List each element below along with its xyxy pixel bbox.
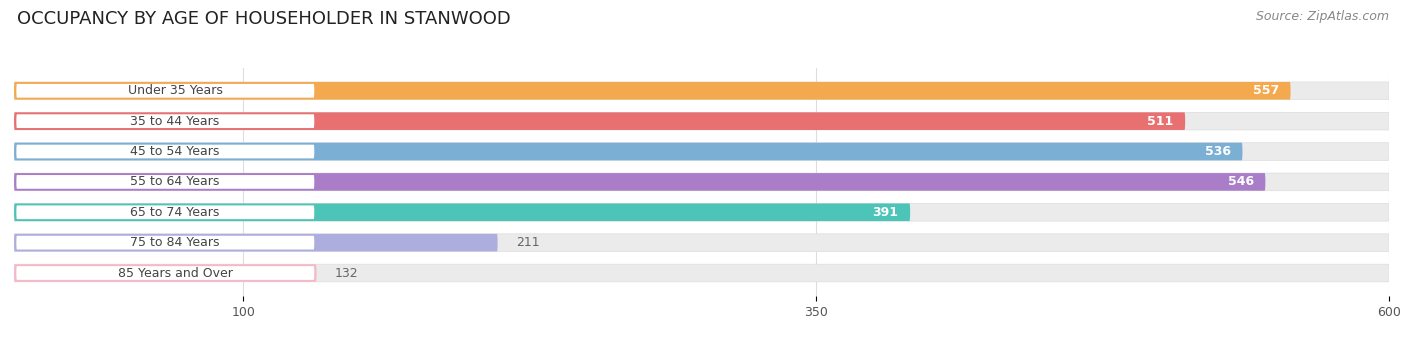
FancyBboxPatch shape [14,264,316,282]
Text: 65 to 74 Years: 65 to 74 Years [131,206,219,219]
FancyBboxPatch shape [17,114,315,128]
FancyBboxPatch shape [17,84,315,98]
Text: 546: 546 [1227,175,1254,188]
Text: 391: 391 [873,206,898,219]
Text: 211: 211 [516,236,540,249]
FancyBboxPatch shape [14,112,1185,130]
FancyBboxPatch shape [17,144,315,158]
FancyBboxPatch shape [14,112,1389,130]
FancyBboxPatch shape [14,173,1265,191]
FancyBboxPatch shape [14,203,910,221]
FancyBboxPatch shape [17,266,315,280]
Text: 536: 536 [1205,145,1232,158]
Text: 75 to 84 Years: 75 to 84 Years [131,236,219,249]
FancyBboxPatch shape [14,203,1389,221]
FancyBboxPatch shape [14,143,1389,160]
Text: 45 to 54 Years: 45 to 54 Years [131,145,219,158]
FancyBboxPatch shape [14,234,1389,252]
FancyBboxPatch shape [14,143,1243,160]
FancyBboxPatch shape [14,173,1389,191]
Text: Under 35 Years: Under 35 Years [128,84,222,97]
FancyBboxPatch shape [14,82,1291,100]
FancyBboxPatch shape [17,205,315,219]
Text: 557: 557 [1253,84,1279,97]
Text: 35 to 44 Years: 35 to 44 Years [131,115,219,128]
Text: 55 to 64 Years: 55 to 64 Years [131,175,219,188]
FancyBboxPatch shape [17,236,315,250]
FancyBboxPatch shape [14,264,1389,282]
FancyBboxPatch shape [17,175,315,189]
Text: 511: 511 [1147,115,1174,128]
FancyBboxPatch shape [14,234,498,252]
Text: 132: 132 [335,267,359,279]
FancyBboxPatch shape [14,82,1389,100]
Text: Source: ZipAtlas.com: Source: ZipAtlas.com [1256,10,1389,23]
Text: OCCUPANCY BY AGE OF HOUSEHOLDER IN STANWOOD: OCCUPANCY BY AGE OF HOUSEHOLDER IN STANW… [17,10,510,28]
Text: 85 Years and Over: 85 Years and Over [118,267,232,279]
